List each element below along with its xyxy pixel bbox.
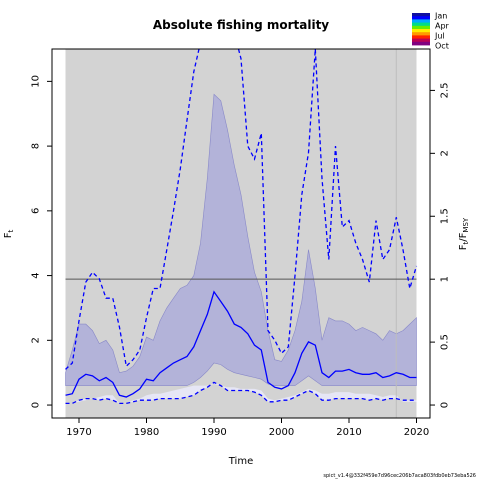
y2-axis-label-sub1: t [462,241,470,244]
inner-ci-band [65,382,417,404]
y2-tick-label-2: 1 [440,276,451,282]
y-axis-label-sub: t [7,229,15,232]
upper-ci-dashed-line [65,49,418,370]
legend-swatch-0 [412,13,430,17]
legend-swatch-5 [412,29,430,33]
legend-label-1: Apr [435,22,450,31]
footer-version: spict_v1.4@332f459e7d96cec206b7aca803fdb… [323,473,476,479]
legend-swatch-2 [412,19,430,23]
median-line [65,290,417,398]
y2-tick-label-4: 2 [440,150,451,156]
y2-axis-label-mid: /F [458,232,469,241]
plot-area [65,49,418,418]
y-tick-label-2: 2 [31,337,42,343]
x-tick-label-1990: 1990 [201,427,226,438]
legend-swatch-8 [412,38,430,43]
legend-swatch-9 [412,41,430,46]
chart-title: Absolute fishing mortality [153,18,329,32]
x-axis-label: Time [228,456,253,467]
x-axis: 1970 1980 1990 2000 2010 2020 [66,418,429,438]
y2-tick-label-1: 0.5 [440,334,451,350]
y2-axis: 0 0.5 1 1.5 2 2.5 [430,82,451,408]
y2-axis-label: Ft/FMSY [458,217,470,250]
y-axis: 0 2 4 6 8 10 [31,75,52,408]
legend-label-2: Jul [434,32,445,41]
legend-swatch-3 [412,22,430,27]
x-tick-label-1980: 1980 [134,427,159,438]
y-tick-label-8: 8 [31,143,42,149]
y-axis-label-main: F [3,232,14,238]
y2-tick-label-3: 1.5 [440,208,451,224]
y2-axis-label-sub2: MSY [462,217,470,232]
y-axis-label: Ft [3,229,15,238]
y2-axis-label-prefix: F [458,244,469,250]
y2-tick-label-5: 2.5 [440,82,451,98]
lower-ci-dashed-line [65,381,417,405]
x-tick-label-2000: 2000 [269,427,294,438]
x-tick-label-1970: 1970 [66,427,91,438]
plot-frame [51,48,431,419]
legend-label-3: Oct [435,42,449,51]
y-tick-label-6: 6 [31,208,42,214]
legend-swatch-6 [412,32,430,36]
y2-tick-label-0: 0 [440,402,451,408]
legend-swatch-1 [412,16,430,20]
legend-swatch-7 [412,35,430,39]
y-tick-label-0: 0 [31,402,42,408]
x-tick-label-2010: 2010 [336,427,361,438]
legend-swatch-4 [412,25,430,30]
y-tick-label-10: 10 [31,75,42,88]
x-tick-label-2020: 2020 [404,427,429,438]
ci-band [65,93,417,386]
legend-label-0: Jan [434,12,447,21]
y-tick-label-4: 4 [31,272,42,278]
